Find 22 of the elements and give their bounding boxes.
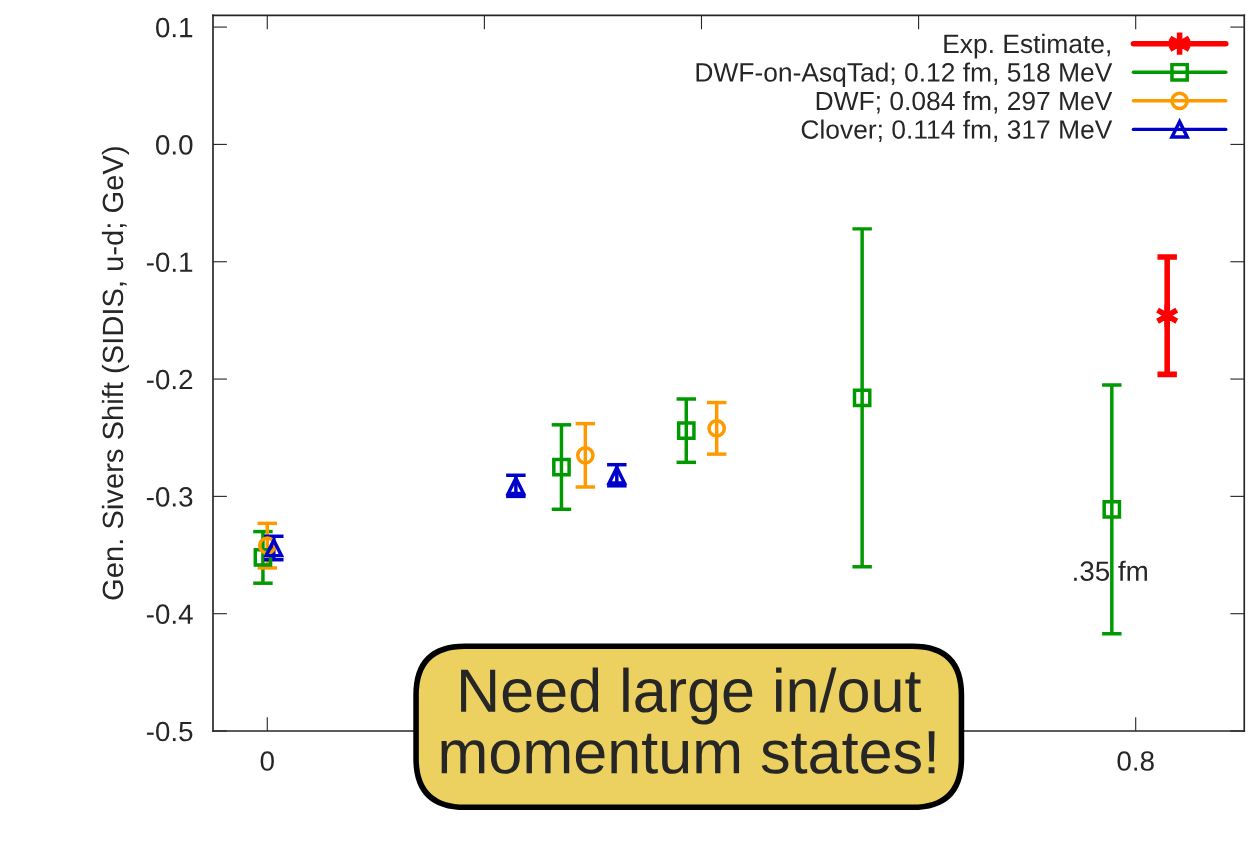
annotation: .35 fm <box>1074 560 1147 582</box>
y-tick-label: 0.1 <box>156 17 193 38</box>
y-tick-label: -0.5 <box>146 721 193 742</box>
point <box>552 457 571 477</box>
y-tick-label: -0.4 <box>146 604 193 625</box>
x-tick-label: 0.8 <box>1117 751 1154 771</box>
point <box>575 445 595 465</box>
point <box>707 418 727 438</box>
legend-label: Clover; 0.114 fm, 317 MeV <box>801 119 1113 142</box>
point <box>676 421 696 441</box>
y-axis-title: Gen. Sivers Shift (SIDIS, u-d; GeV) <box>101 147 130 600</box>
y-tick-label: -0.1 <box>146 252 193 273</box>
point <box>852 388 872 408</box>
legend-label: Exp. Estimate, <box>944 33 1110 59</box>
legend-label: DWF; 0.084 fm, 297 MeV <box>816 90 1113 114</box>
annotation: Need large in/out momentum states! <box>441 667 935 774</box>
legend-label: DWF-on-AsqTad; 0.12 fm, 518 MeV <box>696 62 1113 87</box>
y-tick-label: 0.0 <box>156 135 193 155</box>
y-tick-label: -0.3 <box>146 487 193 507</box>
y-tick-label: -0.2 <box>146 369 193 390</box>
x-tick-label: 0 <box>260 751 274 771</box>
point <box>1102 499 1122 519</box>
